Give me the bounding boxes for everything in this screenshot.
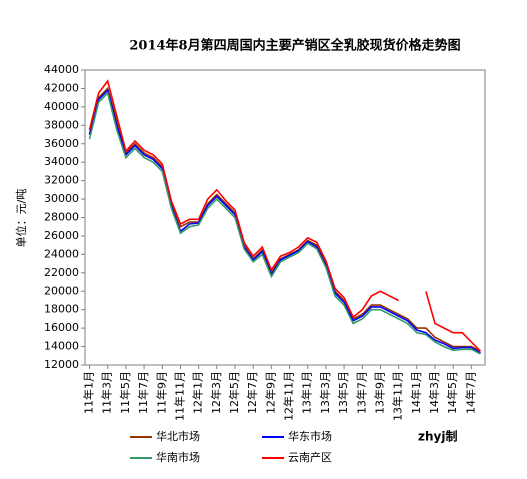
y-tick-label: 30000 xyxy=(44,192,79,205)
x-tick-label: 11年3月 xyxy=(100,371,114,414)
y-tick-label: 18000 xyxy=(44,303,79,316)
y-tick-label: 26000 xyxy=(44,229,79,242)
x-tick-label: 13年7月 xyxy=(354,371,368,414)
x-tick-label: 12年3月 xyxy=(209,371,223,414)
x-tick-label: 11年5月 xyxy=(118,371,132,414)
x-tick-label: 12年7月 xyxy=(245,371,259,414)
chart-title: 2014年8月第四周国内主要产销区全乳胶现货价格走势图 xyxy=(129,38,460,54)
x-tick-label: 14年7月 xyxy=(463,371,477,414)
x-tick-label: 13年9月 xyxy=(372,371,386,414)
y-tick-label: 28000 xyxy=(44,211,79,224)
series-line xyxy=(88,91,481,355)
x-tick-label: 12年9月 xyxy=(263,371,277,414)
x-tick-label: 12年11月 xyxy=(282,371,296,421)
plot-frame xyxy=(84,69,486,366)
x-tick-label: 13年11月 xyxy=(391,371,405,421)
y-tick-label: 34000 xyxy=(44,155,79,168)
x-tick-label: 12年5月 xyxy=(227,371,241,414)
annotation: zhyj制 xyxy=(418,429,457,444)
series-line xyxy=(88,88,481,354)
x-tick-label: 14年5月 xyxy=(445,371,459,414)
y-tick-label: 20000 xyxy=(44,284,79,297)
legend-label: 华南市场 xyxy=(156,450,200,464)
x-tick-label: 13年3月 xyxy=(318,371,332,414)
legend-label: 云南产区 xyxy=(288,450,332,464)
x-tick-label: 13年1月 xyxy=(300,371,314,414)
x-tick-label: 12年1月 xyxy=(191,371,205,414)
y-tick-label: 12000 xyxy=(44,358,79,371)
x-tick-label: 14年3月 xyxy=(427,371,441,414)
x-tick-label: 11年9月 xyxy=(154,371,168,414)
y-tick-label: 32000 xyxy=(44,174,79,187)
y-tick-label: 38000 xyxy=(44,118,79,131)
x-tick-label: 14年1月 xyxy=(409,371,423,414)
y-tick-label: 22000 xyxy=(44,266,79,279)
x-tick-label: 11年7月 xyxy=(136,371,150,414)
series-line xyxy=(88,79,482,352)
legend-label: 华东市场 xyxy=(288,429,332,443)
legend-label: 华北市场 xyxy=(156,429,200,443)
x-tick-label: 11年11月 xyxy=(172,371,186,421)
y-tick-label: 36000 xyxy=(44,137,79,150)
y-tick-label: 40000 xyxy=(44,100,79,113)
y-tick-label: 44000 xyxy=(44,63,79,76)
y-axis-label: 单位：元/吨 xyxy=(14,189,28,248)
series-line xyxy=(88,86,481,352)
y-tick-label: 14000 xyxy=(44,340,79,353)
x-tick-label: 13年5月 xyxy=(336,371,350,414)
y-tick-label: 42000 xyxy=(44,81,79,94)
x-tick-label: 11年1月 xyxy=(82,371,96,414)
y-tick-label: 24000 xyxy=(44,247,79,260)
y-tick-label: 16000 xyxy=(44,321,79,334)
